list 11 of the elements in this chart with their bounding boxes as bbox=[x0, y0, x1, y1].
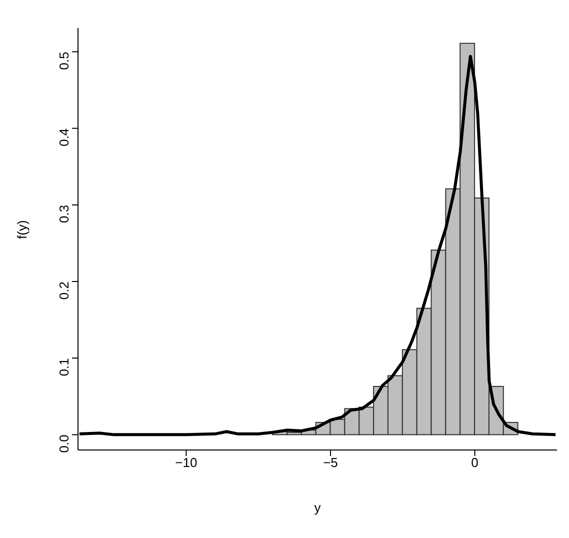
y-tick-label: 0.5 bbox=[56, 52, 72, 70]
y-tick-label: 0.4 bbox=[56, 128, 72, 146]
y-tick-label: 0.1 bbox=[56, 358, 72, 376]
y-tick-label: 0.0 bbox=[56, 434, 72, 453]
y-tick-label: 0.3 bbox=[56, 204, 72, 223]
y-tick-label: 0.2 bbox=[56, 282, 72, 300]
x-tick-label: −5 bbox=[323, 455, 338, 470]
x-axis-title: y bbox=[314, 500, 322, 515]
x-tick-label: −10 bbox=[175, 455, 198, 470]
x-tick-label: 0 bbox=[471, 455, 478, 470]
y-axis-title: f(y) bbox=[14, 220, 30, 239]
